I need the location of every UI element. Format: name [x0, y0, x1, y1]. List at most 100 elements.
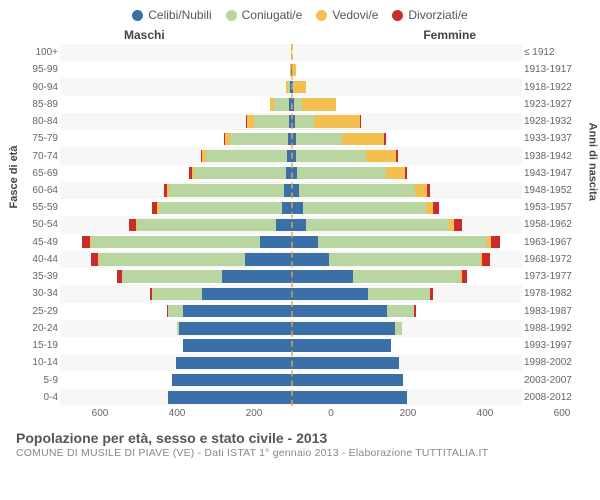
female-bar [291, 288, 522, 300]
bar-segment [176, 357, 292, 369]
bar-segment [291, 357, 399, 369]
bar-segment [433, 202, 438, 214]
age-label: 35-39 [20, 271, 58, 282]
bar-segment [194, 167, 286, 179]
bar-segment [426, 202, 434, 214]
female-bar [291, 339, 522, 351]
male-bar [60, 115, 291, 127]
bar-segment [172, 374, 291, 386]
header-male: Maschi [124, 28, 165, 42]
birth-year-label: 1958-1962 [524, 219, 580, 230]
birth-year-label: 1943-1947 [524, 168, 580, 179]
bar-segment [454, 219, 462, 231]
bar-segment [247, 115, 254, 127]
legend: Celibi/Nubili Coniugati/e Vedovi/e Divorzia… [4, 8, 596, 22]
bar-segment [294, 81, 306, 93]
bar-segment [274, 98, 289, 110]
bar-segment [297, 167, 386, 179]
bar-segment [122, 270, 222, 282]
birth-year-label: 2008-2012 [524, 392, 580, 403]
bar-segment [159, 202, 282, 214]
birth-year-label: 1918-1922 [524, 82, 580, 93]
bar-segment [296, 133, 342, 145]
bar-segment [291, 288, 368, 300]
male-bar [60, 46, 291, 58]
age-label: 55-59 [20, 202, 58, 213]
bar-segment [168, 391, 291, 403]
female-bar [291, 46, 522, 58]
birth-year-label: 1978-1982 [524, 288, 580, 299]
male-bar [60, 81, 291, 93]
legend-item: Divorziati/e [392, 8, 467, 22]
male-bar [60, 339, 291, 351]
birth-year-label: 1938-1942 [524, 151, 580, 162]
bar-segment [291, 339, 391, 351]
female-bar [291, 98, 522, 110]
age-label: 60-64 [20, 185, 58, 196]
bar-segment [291, 236, 318, 248]
male-bar [60, 305, 291, 317]
male-bar [60, 357, 291, 369]
legend-swatch [132, 10, 143, 21]
birth-year-label: 1993-1997 [524, 340, 580, 351]
female-bar [291, 150, 522, 162]
birth-year-label: 1953-1957 [524, 202, 580, 213]
bar-segment [291, 219, 306, 231]
age-label: 70-74 [20, 151, 58, 162]
bar-segment [368, 288, 430, 300]
x-tick-label: 0 [328, 408, 334, 419]
bar-segment [206, 150, 287, 162]
bar-segment [427, 184, 430, 196]
male-bar [60, 288, 291, 300]
bar-segment [291, 374, 403, 386]
legend-item: Vedovi/e [316, 8, 378, 22]
age-label: 65-69 [20, 168, 58, 179]
age-label: 90-94 [20, 82, 58, 93]
female-bar [291, 322, 522, 334]
y-axis-right-title: Anni di nascita [586, 123, 598, 201]
male-bar [60, 270, 291, 282]
female-bar [291, 357, 522, 369]
x-tick-label: 600 [92, 408, 109, 419]
birth-year-label: 1988-1992 [524, 323, 580, 334]
age-label: 20-24 [20, 323, 58, 334]
birth-year-label: 1983-1987 [524, 306, 580, 317]
age-label: 15-19 [20, 340, 58, 351]
bar-segment [318, 236, 487, 248]
female-bar [291, 236, 522, 248]
bar-segment [179, 322, 291, 334]
male-bar [60, 219, 291, 231]
x-tick-label: 400 [477, 408, 494, 419]
male-bar [60, 150, 291, 162]
birth-year-label: 1998-2002 [524, 357, 580, 368]
male-bar [60, 98, 291, 110]
legend-swatch [226, 10, 237, 21]
female-bar [291, 202, 522, 214]
bar-segment [360, 115, 361, 127]
male-bar [60, 133, 291, 145]
bar-segment [152, 288, 202, 300]
female-bar [291, 184, 522, 196]
birth-year-label: 1968-1972 [524, 254, 580, 265]
birth-year-label: 1913-1917 [524, 64, 580, 75]
bar-segment [291, 253, 329, 265]
age-label: 95-99 [20, 64, 58, 75]
legend-swatch [316, 10, 327, 21]
legend-item: Celibi/Nubili [132, 8, 211, 22]
birth-year-label: ≤ 1912 [524, 47, 580, 58]
female-bar [291, 64, 522, 76]
bar-segment [329, 253, 479, 265]
age-label: 40-44 [20, 254, 58, 265]
bar-segment [245, 253, 291, 265]
legend-swatch [392, 10, 403, 21]
legend-label: Coniugati/e [242, 8, 303, 22]
male-bar [60, 202, 291, 214]
birth-year-label: 1928-1932 [524, 116, 580, 127]
bar-segment [295, 115, 314, 127]
female-bar [291, 219, 522, 231]
chart-footer: Popolazione per età, sesso e stato civil… [4, 430, 596, 459]
bar-segment [395, 322, 402, 334]
age-label: 0-4 [20, 392, 58, 403]
bar-segment [230, 133, 288, 145]
x-tick-label: 400 [169, 408, 186, 419]
